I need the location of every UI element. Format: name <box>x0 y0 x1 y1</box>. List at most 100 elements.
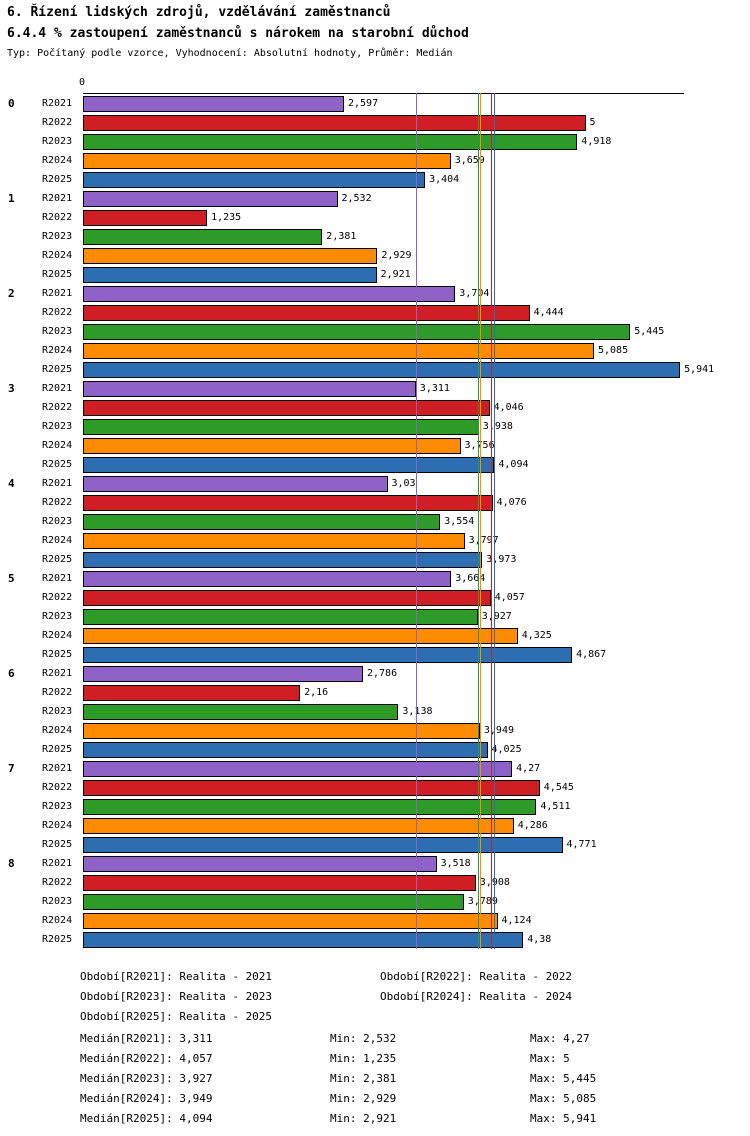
bar-value-label: 1,235 <box>211 212 242 223</box>
chart-row: R2025 2,921 <box>0 265 750 284</box>
legend-item: Období[R2024]: Realita - 2024 <box>380 990 573 1003</box>
plot-area: 4,918 <box>83 132 750 151</box>
bar-r2025-group-1 <box>83 266 377 283</box>
legend-item: Období[R2021]: Realita - 2021 <box>80 970 273 983</box>
bar-value-label: 3,927 <box>481 611 512 622</box>
chart-row: R2024 5,085 <box>0 341 750 360</box>
bar-value-label: 3,789 <box>467 896 498 907</box>
chart-row: R2023 2,381 <box>0 227 750 246</box>
series-label: R2025 <box>42 839 73 850</box>
chart-row: 6 R2021 2,786 <box>0 664 750 683</box>
plot-area: 5,445 <box>83 322 750 341</box>
series-label: R2023 <box>42 611 73 622</box>
series-label: R2021 <box>42 383 73 394</box>
bar-value-label: 3,949 <box>483 725 514 736</box>
chart-row: R2023 4,511 <box>0 797 750 816</box>
bar-value-label: 4,057 <box>494 592 525 603</box>
chart-row: R2024 3,949 <box>0 721 750 740</box>
series-label: R2022 <box>42 402 73 413</box>
bar-value-label: 3,797 <box>468 535 499 546</box>
bar-r2023-group-4 <box>83 513 441 530</box>
chart-row: R2025 4,867 <box>0 645 750 664</box>
group-label: 5 <box>8 572 15 585</box>
plot-area: 2,16 <box>83 683 750 702</box>
series-label: R2021 <box>42 858 73 869</box>
series-label: R2021 <box>42 573 73 584</box>
bar-r2022-group-7 <box>83 779 540 796</box>
stats-row: Medián[R2023]: 3,927 Min: 2,381 Max: 5,445 <box>0 1070 750 1090</box>
plot-area: 4,076 <box>83 493 750 512</box>
chart-row: R2023 5,445 <box>0 322 750 341</box>
plot-area: 3,789 <box>83 892 750 911</box>
bar-r2023-group-3 <box>83 418 479 435</box>
bar-r2022-group-8 <box>83 874 476 891</box>
bar-r2023-group-7 <box>83 798 537 815</box>
series-label: R2021 <box>42 763 73 774</box>
chart-row: R2025 5,941 <box>0 360 750 379</box>
axis-line <box>83 93 684 94</box>
bar-value-label: 5,941 <box>684 364 715 375</box>
chart-row: 1 R2021 2,532 <box>0 189 750 208</box>
chart-row: R2022 4,545 <box>0 778 750 797</box>
group-label: 6 <box>8 667 15 680</box>
stats-row: Medián[R2021]: 3,311 Min: 2,532 Max: 4,27 <box>0 1030 750 1050</box>
series-label: R2022 <box>42 497 73 508</box>
series-label: R2025 <box>42 744 73 755</box>
bar-r2022-group-6 <box>83 684 301 701</box>
bar-r2024-group-5 <box>83 627 518 644</box>
plot-area: 3,756 <box>83 436 750 455</box>
chart-row: R2024 3,659 <box>0 151 750 170</box>
bar-value-label: 3,311 <box>419 383 450 394</box>
bar-r2024-group-8 <box>83 912 498 929</box>
plot-area: 4,286 <box>83 816 750 835</box>
legend-row: Období[R2021]: Realita - 2021 Období[R202… <box>0 968 750 988</box>
series-label: R2025 <box>42 269 73 280</box>
chart-row: R2022 1,235 <box>0 208 750 227</box>
chart-stats: Medián[R2021]: 3,311 Min: 2,532 Max: 4,27 M… <box>0 1030 750 1130</box>
chart-row: R2022 4,076 <box>0 493 750 512</box>
bar-r2023-group-1 <box>83 228 323 245</box>
legend-item: Období[R2025]: Realita - 2025 <box>80 1010 273 1023</box>
chart-row: R2022 4,046 <box>0 398 750 417</box>
plot-area: 4,867 <box>83 645 750 664</box>
series-label: R2021 <box>42 478 73 489</box>
bar-r2024-group-0 <box>83 152 451 169</box>
series-label: R2024 <box>42 725 73 736</box>
series-label: R2021 <box>42 288 73 299</box>
bar-r2023-group-6 <box>83 703 399 720</box>
series-label: R2022 <box>42 307 73 318</box>
plot-area: 2,597 <box>83 94 750 113</box>
series-label: R2023 <box>42 516 73 527</box>
chart-row: R2024 4,124 <box>0 911 750 930</box>
chart-row: R2025 4,771 <box>0 835 750 854</box>
plot-area: 4,511 <box>83 797 750 816</box>
series-label: R2023 <box>42 231 73 242</box>
plot-area: 3,973 <box>83 550 750 569</box>
chart-row: R2025 4,094 <box>0 455 750 474</box>
bar-r2024-group-4 <box>83 532 465 549</box>
bar-r2025-group-5 <box>83 646 573 663</box>
chart-row: R2024 3,756 <box>0 436 750 455</box>
plot-area: 3,938 <box>83 417 750 436</box>
stat-median: Medián[R2021]: 3,311 <box>80 1032 213 1045</box>
bar-r2021-group-4 <box>83 475 388 492</box>
plot-area: 2,929 <box>83 246 750 265</box>
series-label: R2024 <box>42 535 73 546</box>
bar-value-label: 3,659 <box>454 155 485 166</box>
bar-r2024-group-3 <box>83 437 461 454</box>
bar-value-label: 2,532 <box>341 193 372 204</box>
series-label: R2021 <box>42 98 73 109</box>
series-label: R2024 <box>42 820 73 831</box>
bar-r2025-group-6 <box>83 741 488 758</box>
bar-value-label: 4,918 <box>581 136 612 147</box>
bar-value-label: 3,03 <box>391 478 416 489</box>
bar-r2021-group-5 <box>83 570 452 587</box>
bar-value-label: 2,786 <box>367 668 398 679</box>
plot-area: 3,664 <box>83 569 750 588</box>
chart-row: R2023 3,554 <box>0 512 750 531</box>
chart-row: R2024 2,929 <box>0 246 750 265</box>
bar-r2023-group-5 <box>83 608 478 625</box>
legend-item: Období[R2022]: Realita - 2022 <box>380 970 573 983</box>
chart-row: R2023 3,938 <box>0 417 750 436</box>
bar-r2022-group-1 <box>83 209 208 226</box>
